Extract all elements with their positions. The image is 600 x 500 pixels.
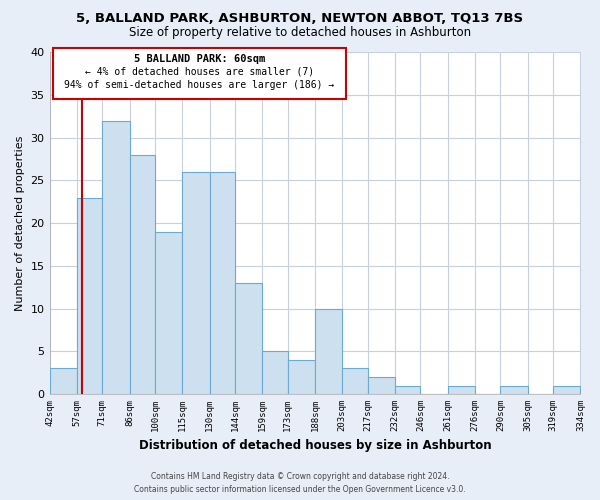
Bar — [342, 368, 368, 394]
X-axis label: Distribution of detached houses by size in Ashburton: Distribution of detached houses by size … — [139, 440, 491, 452]
Text: 94% of semi-detached houses are larger (186) →: 94% of semi-detached houses are larger (… — [64, 80, 335, 90]
Bar — [262, 352, 288, 394]
FancyBboxPatch shape — [53, 48, 346, 100]
Bar — [235, 283, 262, 394]
Bar — [182, 172, 209, 394]
Text: ← 4% of detached houses are smaller (7): ← 4% of detached houses are smaller (7) — [85, 67, 314, 77]
Text: Contains HM Land Registry data © Crown copyright and database right 2024.
Contai: Contains HM Land Registry data © Crown c… — [134, 472, 466, 494]
Text: 5 BALLAND PARK: 60sqm: 5 BALLAND PARK: 60sqm — [134, 54, 265, 64]
Bar — [315, 308, 342, 394]
Bar — [155, 232, 182, 394]
Bar — [50, 368, 77, 394]
Y-axis label: Number of detached properties: Number of detached properties — [15, 136, 25, 311]
Bar — [130, 155, 155, 394]
Bar — [368, 377, 395, 394]
Text: 5, BALLAND PARK, ASHBURTON, NEWTON ABBOT, TQ13 7BS: 5, BALLAND PARK, ASHBURTON, NEWTON ABBOT… — [76, 12, 524, 26]
Bar — [500, 386, 528, 394]
Bar — [395, 386, 421, 394]
Bar — [448, 386, 475, 394]
Bar — [288, 360, 315, 394]
Bar — [553, 386, 580, 394]
Bar — [102, 120, 130, 394]
Bar — [209, 172, 235, 394]
Bar — [77, 198, 102, 394]
Text: Size of property relative to detached houses in Ashburton: Size of property relative to detached ho… — [129, 26, 471, 39]
